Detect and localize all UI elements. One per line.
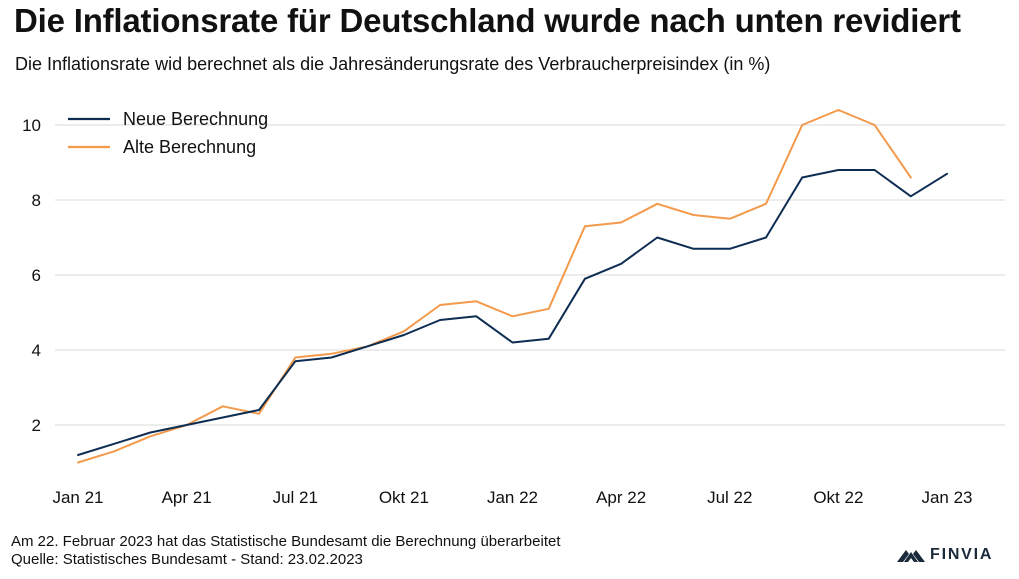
finvia-logo-icon [897, 550, 925, 562]
x-tick-label: Apr 22 [596, 488, 646, 507]
data-point [728, 247, 732, 251]
legend-item-neue-berechnung: Neue Berechnung [68, 109, 268, 129]
data-point [438, 318, 442, 322]
data-point [836, 168, 840, 172]
data-point [547, 307, 551, 311]
legend-item-alte-berechnung: Alte Berechnung [68, 137, 256, 157]
x-tick-label: Okt 22 [813, 488, 863, 507]
grid-lines [55, 124, 1005, 426]
data-point [872, 168, 876, 172]
legend-label: Alte Berechnung [123, 137, 256, 157]
data-point [148, 430, 152, 434]
data-point [365, 344, 369, 348]
series-line-alte-berechnung [77, 109, 912, 464]
footnote-revision: Am 22. Februar 2023 hat das Statistische… [11, 533, 561, 550]
data-point [257, 412, 261, 416]
data-point [728, 217, 732, 221]
legend-label: Neue Berechnung [123, 109, 268, 129]
series-neue-berechnung [76, 168, 949, 457]
data-point [619, 220, 623, 224]
data-point [76, 453, 80, 457]
data-point [945, 172, 949, 176]
brand-logo: FINVIA [897, 545, 993, 565]
x-tick-label: Jul 21 [273, 488, 318, 507]
series-alte-berechnung [76, 108, 913, 464]
data-point [764, 235, 768, 239]
brand-name: FINVIA [930, 546, 994, 563]
data-point [221, 415, 225, 419]
data-point [329, 352, 333, 356]
data-point [293, 355, 297, 359]
chart-title: Die Inflationsrate für Deutschland wurde… [14, 2, 961, 39]
data-point [836, 108, 840, 112]
x-tick-label: Jan 21 [52, 488, 103, 507]
y-axis-ticks: 2 4 6 8 10 [22, 116, 41, 435]
data-point [474, 314, 478, 318]
data-point [402, 333, 406, 337]
data-point [329, 355, 333, 359]
data-series [76, 108, 949, 464]
data-point [148, 434, 152, 438]
chart-legend: Neue Berechnung Alte Berechnung [68, 109, 268, 157]
data-point [293, 359, 297, 363]
data-point [800, 123, 804, 127]
data-point [583, 277, 587, 281]
data-point [619, 262, 623, 266]
footnote-source: Quelle: Statistisches Bundesamt - Stand:… [11, 551, 363, 568]
data-point [655, 202, 659, 206]
data-point [510, 314, 514, 318]
y-tick-label: 6 [32, 266, 41, 285]
data-point [221, 404, 225, 408]
data-point [474, 299, 478, 303]
x-tick-label: Jul 22 [707, 488, 752, 507]
x-tick-label: Jan 22 [487, 488, 538, 507]
data-point [872, 123, 876, 127]
data-point [510, 340, 514, 344]
data-point [184, 423, 188, 427]
x-tick-label: Jan 23 [921, 488, 972, 507]
y-tick-label: 2 [32, 416, 41, 435]
x-tick-label: Okt 21 [379, 488, 429, 507]
data-point [438, 303, 442, 307]
data-point [691, 213, 695, 217]
data-point [257, 408, 261, 412]
chart-subtitle: Die Inflationsrate wid berechnet als die… [15, 54, 771, 74]
data-point [655, 235, 659, 239]
y-tick-label: 10 [22, 116, 41, 135]
data-point [402, 329, 406, 333]
data-point [909, 175, 913, 179]
data-point [909, 194, 913, 198]
y-tick-label: 8 [32, 191, 41, 210]
data-point [583, 224, 587, 228]
data-point [800, 175, 804, 179]
data-point [691, 247, 695, 251]
y-tick-label: 4 [32, 341, 41, 360]
data-point [764, 202, 768, 206]
data-point [76, 460, 80, 464]
x-axis-ticks: Jan 21 Apr 21 Jul 21 Okt 21 Jan 22 Apr 22 Jul … [52, 488, 972, 507]
series-line-neue-berechnung [77, 169, 948, 456]
data-point [112, 449, 116, 453]
x-tick-label: Apr 21 [162, 488, 212, 507]
data-point [547, 337, 551, 341]
data-point [112, 442, 116, 446]
